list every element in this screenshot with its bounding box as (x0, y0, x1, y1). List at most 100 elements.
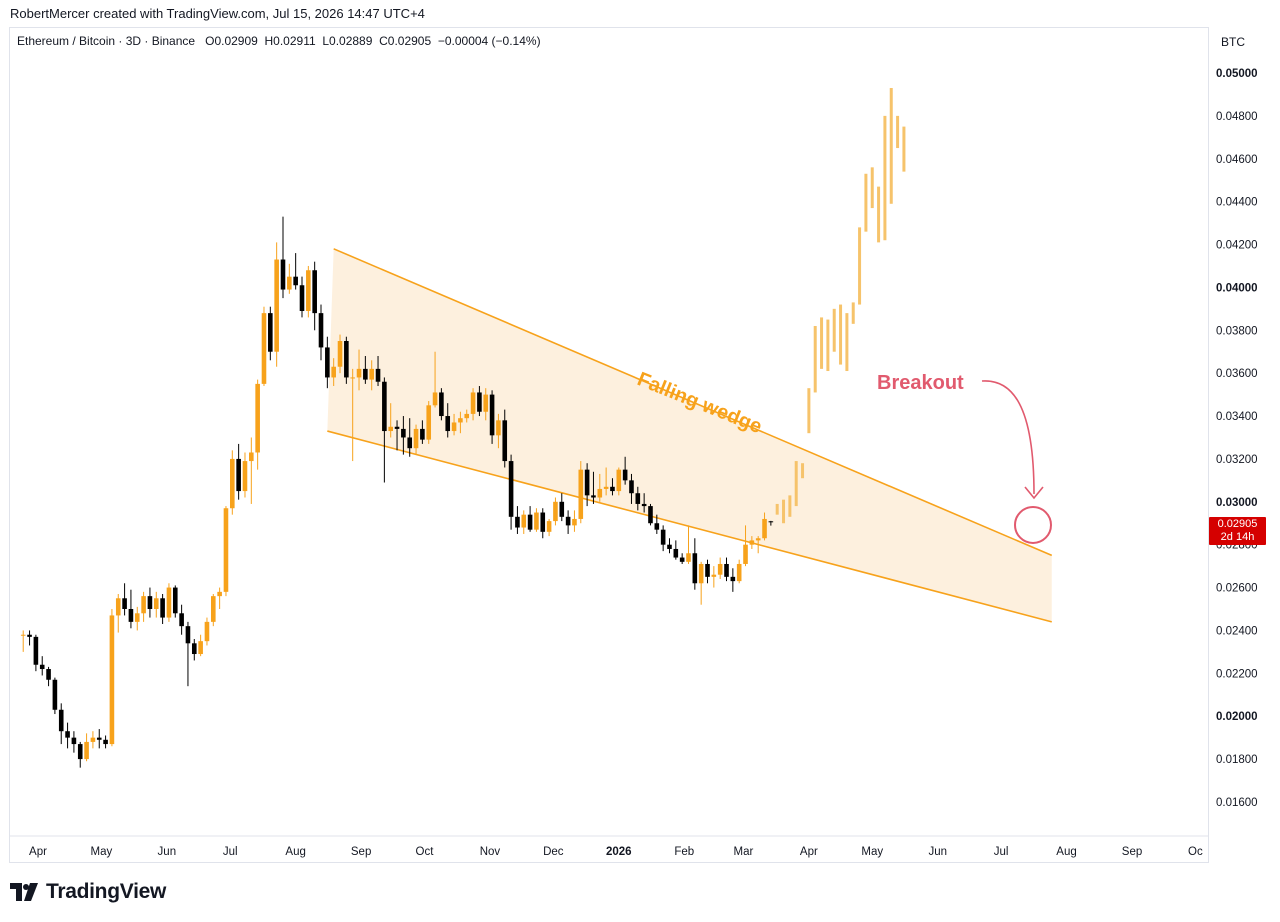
candle (394, 420, 400, 451)
candle-body (698, 563, 704, 584)
time-tick-label: Feb (674, 846, 694, 858)
candle (451, 413, 457, 436)
candle-body (236, 458, 241, 492)
candle (363, 356, 368, 384)
candle (603, 467, 609, 496)
candle-body (667, 544, 672, 549)
candle (698, 561, 704, 605)
candle-body (230, 458, 235, 509)
candle-body (71, 737, 77, 745)
candle-body (553, 501, 558, 522)
time-tick-label: Apr (800, 846, 818, 858)
candle (629, 473, 634, 504)
projection-bar (826, 319, 830, 372)
candle (103, 735, 108, 749)
candle-body (185, 626, 191, 644)
projection-bar (845, 313, 849, 372)
tradingview-logo[interactable]: TradingView (10, 880, 166, 904)
candle (166, 583, 172, 622)
candle (230, 450, 235, 515)
price-unit[interactable]: BTC (1221, 35, 1245, 49)
candle-body (331, 366, 336, 378)
time-tick-label: Nov (480, 846, 501, 858)
time-tick-label: Mar (734, 846, 754, 858)
wedge-fill (327, 248, 1052, 622)
candle (717, 557, 723, 579)
tradingview-logo-icon (10, 883, 38, 901)
projection-bar (813, 325, 817, 393)
projection-bar (883, 115, 887, 241)
breakout-arrow (981, 380, 1035, 495)
candle-body (306, 270, 311, 311)
candle (584, 463, 590, 507)
candle (470, 388, 476, 421)
candle-body (388, 426, 394, 432)
candle-body (84, 741, 89, 760)
candle (217, 587, 222, 609)
candle (71, 731, 77, 753)
candle-body (755, 538, 761, 541)
candle-body (65, 731, 70, 738)
time-tick-label: Sep (1122, 846, 1142, 858)
candle (128, 589, 134, 629)
price-tick-label: 0.05000 (1216, 68, 1258, 80)
candle (109, 609, 115, 747)
candle (660, 525, 666, 552)
candle (477, 386, 482, 417)
candle (515, 506, 520, 534)
candle (287, 263, 292, 294)
candle (648, 503, 653, 526)
time-tick-label: Dec (543, 846, 564, 858)
projection-bar (870, 167, 874, 209)
candle-body (584, 469, 590, 496)
candle-body (268, 313, 273, 352)
candle-body (115, 598, 121, 616)
candle (306, 265, 311, 318)
candle (58, 703, 64, 745)
candle (635, 486, 641, 511)
candle-body (318, 313, 324, 348)
candle-body (534, 512, 539, 530)
projection-bar (807, 388, 811, 434)
candle-body (77, 744, 83, 760)
candle-body (382, 381, 387, 432)
candle (749, 536, 755, 549)
candle-body (223, 508, 229, 592)
candle-body (344, 341, 349, 378)
breakout-arrow-head (1024, 486, 1044, 500)
candle-body (673, 548, 679, 558)
candle-body (58, 709, 64, 732)
candle-body (464, 413, 470, 419)
candle (483, 388, 489, 421)
projection-bar (839, 304, 843, 365)
candle (464, 409, 470, 423)
candle-body (572, 518, 577, 526)
candle (153, 591, 159, 618)
candle (27, 630, 32, 646)
candle-body (515, 516, 520, 528)
candle (236, 443, 241, 500)
candle-body (458, 418, 463, 423)
candle-body (312, 270, 317, 314)
time-tick-label: Jun (928, 846, 947, 858)
projection-bar (788, 495, 792, 517)
time-tick-label: Sep (351, 846, 371, 858)
candle (420, 420, 425, 444)
open-label: O (205, 34, 215, 48)
candle (179, 604, 184, 635)
candle (242, 452, 248, 498)
candle-body (540, 512, 546, 532)
candle-body (705, 563, 710, 577)
candle-body (502, 420, 508, 462)
candle (540, 508, 546, 539)
candle-body (762, 518, 767, 539)
candle (762, 512, 767, 541)
candle (521, 510, 527, 534)
candle (147, 587, 153, 618)
symbol-title[interactable]: Ethereum / Bitcoin · 3D · Binance (17, 34, 196, 48)
candle (755, 536, 761, 554)
candle-body (394, 426, 400, 429)
high-label: H (264, 34, 274, 48)
candle-body (90, 737, 96, 742)
